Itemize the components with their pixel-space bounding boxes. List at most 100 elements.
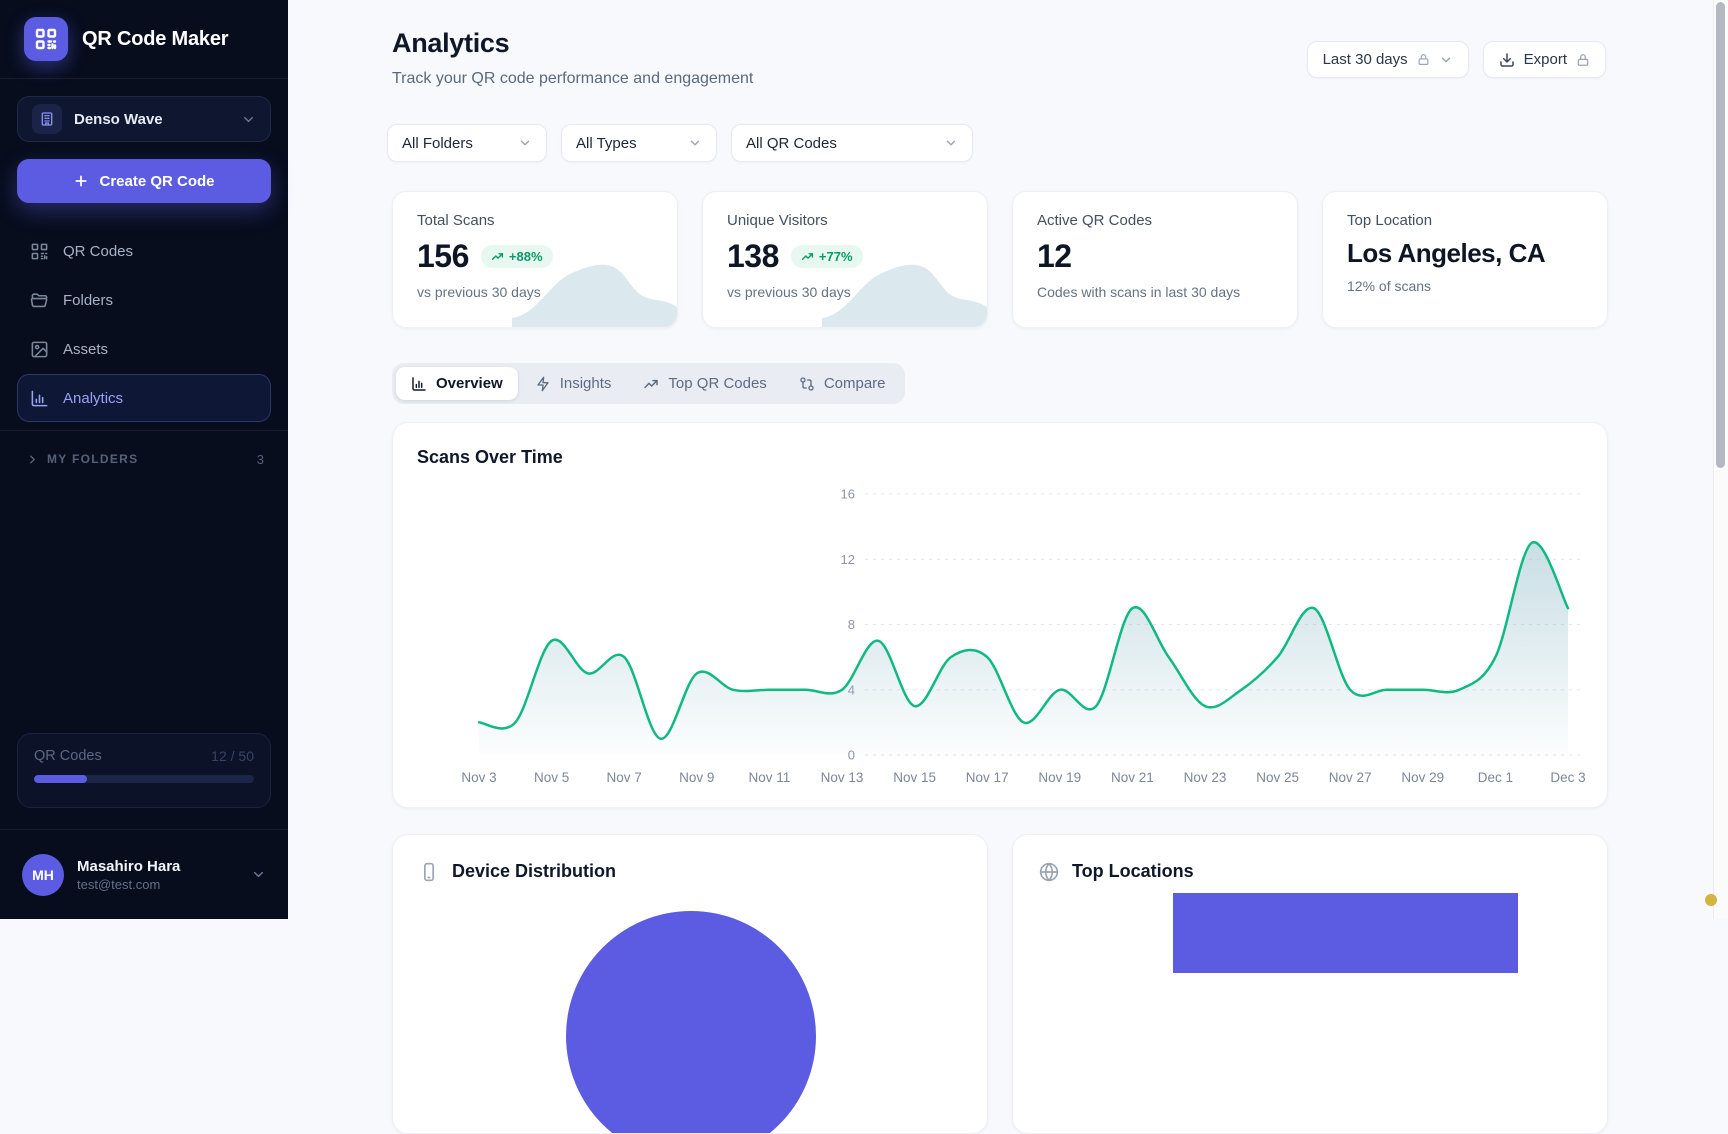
scrollbar-thumb[interactable] <box>1716 2 1725 468</box>
chevron-down-icon <box>1439 53 1453 67</box>
qr-codes-filter[interactable]: All QR Codes <box>731 124 973 162</box>
svg-text:Dec 3: Dec 3 <box>1550 770 1585 785</box>
svg-text:Nov 21: Nov 21 <box>1111 770 1154 785</box>
stat-label: Active QR Codes <box>1037 212 1273 229</box>
card-title: Top Locations <box>1072 861 1194 882</box>
stat-label: Total Scans <box>417 212 653 229</box>
tab-top-qr-codes[interactable]: Top QR Codes <box>628 367 781 400</box>
analytics-tabs: Overview Insights Top QR Codes Compare <box>392 363 905 404</box>
svg-text:Nov 17: Nov 17 <box>966 770 1009 785</box>
smartphone-icon <box>419 862 439 882</box>
svg-text:16: 16 <box>841 487 855 502</box>
building-icon <box>39 111 55 127</box>
sidebar-item-label: QR Codes <box>63 243 133 260</box>
date-range-value: Last 30 days <box>1323 51 1408 68</box>
chevron-down-icon <box>688 136 702 150</box>
sidebar-item-assets[interactable]: Assets <box>17 325 271 373</box>
tab-overview[interactable]: Overview <box>396 367 518 400</box>
svg-text:Nov 29: Nov 29 <box>1401 770 1444 785</box>
location-bar <box>1173 893 1518 973</box>
sidebar: QR Code Maker Denso Wave Create QR Code … <box>0 0 288 919</box>
app-title: QR Code Maker <box>82 28 228 51</box>
chart-title: Scans Over Time <box>417 447 563 468</box>
tab-compare[interactable]: Compare <box>784 367 901 400</box>
usage-value: 12 / 50 <box>211 748 254 764</box>
stat-card-total-scans: Total Scans 156 +88% vs previous 30 days <box>392 191 678 328</box>
stat-value: 156 <box>417 238 469 275</box>
usage-progress-fill <box>34 775 87 783</box>
trend-badge: +88% <box>481 245 553 268</box>
trending-up-icon <box>491 250 504 263</box>
sidebar-item-folders[interactable]: Folders <box>17 276 271 324</box>
trending-up-icon <box>643 376 659 392</box>
chevron-down-icon <box>251 867 266 882</box>
scrollbar-track <box>1713 0 1728 919</box>
tab-insights[interactable]: Insights <box>520 367 627 400</box>
stat-label: Unique Visitors <box>727 212 963 229</box>
date-range-select[interactable]: Last 30 days <box>1307 41 1469 78</box>
workspace-selector[interactable]: Denso Wave <box>17 96 271 142</box>
svg-text:Nov 5: Nov 5 <box>534 770 569 785</box>
stat-subtext: Codes with scans in last 30 days <box>1037 284 1273 300</box>
folder-icon <box>30 291 49 310</box>
my-folders-label: MY FOLDERS <box>47 452 249 466</box>
svg-text:12: 12 <box>841 552 855 567</box>
stat-subtext: vs previous 30 days <box>727 284 963 300</box>
create-qr-code-button[interactable]: Create QR Code <box>17 159 271 203</box>
sidebar-item-label: Folders <box>63 292 113 309</box>
svg-text:Nov 13: Nov 13 <box>821 770 864 785</box>
usage-progress-track <box>34 775 254 783</box>
top-locations-card: Top Locations <box>1012 834 1608 1134</box>
card-title: Device Distribution <box>452 861 616 882</box>
folders-filter[interactable]: All Folders <box>387 124 547 162</box>
stat-label: Top Location <box>1347 212 1583 229</box>
lock-icon <box>1576 53 1590 67</box>
my-folders-count: 3 <box>257 452 264 467</box>
svg-text:8: 8 <box>848 617 855 632</box>
plus-icon <box>73 173 89 189</box>
usage-label: QR Codes <box>34 748 102 764</box>
trend-badge: +77% <box>791 245 863 268</box>
page-title: Analytics <box>392 28 509 59</box>
svg-text:Dec 1: Dec 1 <box>1478 770 1513 785</box>
zap-icon <box>535 376 551 392</box>
chevron-down-icon <box>944 136 958 150</box>
svg-text:Nov 23: Nov 23 <box>1184 770 1227 785</box>
stat-value: 12 <box>1037 238 1072 275</box>
page-subtitle: Track your QR code performance and engag… <box>392 70 753 88</box>
export-label: Export <box>1524 51 1567 68</box>
globe-icon <box>1039 862 1059 882</box>
app-logo <box>24 17 68 61</box>
sidebar-item-qr-codes[interactable]: QR Codes <box>17 227 271 275</box>
bar-chart-icon <box>411 376 427 392</box>
bar-chart-icon <box>30 389 49 408</box>
svg-text:Nov 11: Nov 11 <box>749 770 791 785</box>
my-folders-toggle[interactable]: MY FOLDERS 3 <box>0 438 288 480</box>
stat-card-top-location: Top Location Los Angeles, CA 12% of scan… <box>1322 191 1608 328</box>
sidebar-nav: QR Codes Folders Assets Analytics <box>0 227 288 422</box>
qr-code-icon <box>30 242 49 261</box>
sidebar-item-analytics[interactable]: Analytics <box>17 374 271 422</box>
chevron-right-icon <box>26 453 39 466</box>
user-profile[interactable]: MH Masahiro Hara test@test.com <box>0 829 288 919</box>
chevron-down-icon <box>241 112 256 127</box>
app-logo-row: QR Code Maker <box>0 0 288 79</box>
avatar: MH <box>22 854 64 896</box>
stat-value: 138 <box>727 238 779 275</box>
svg-text:Nov 7: Nov 7 <box>607 770 642 785</box>
image-icon <box>30 340 49 359</box>
stat-subtext: vs previous 30 days <box>417 284 653 300</box>
recording-indicator-dot <box>1705 894 1717 906</box>
svg-text:Nov 15: Nov 15 <box>893 770 936 785</box>
workspace-name: Denso Wave <box>74 111 229 128</box>
types-filter[interactable]: All Types <box>561 124 717 162</box>
user-name: Masahiro Hara <box>77 858 238 875</box>
user-email: test@test.com <box>77 877 238 892</box>
sidebar-item-label: Assets <box>63 341 108 358</box>
qr-code-icon <box>34 27 58 51</box>
svg-text:Nov 25: Nov 25 <box>1256 770 1299 785</box>
device-pie-chart <box>566 911 816 1134</box>
sidebar-item-label: Analytics <box>63 390 123 407</box>
export-button[interactable]: Export <box>1483 41 1606 78</box>
